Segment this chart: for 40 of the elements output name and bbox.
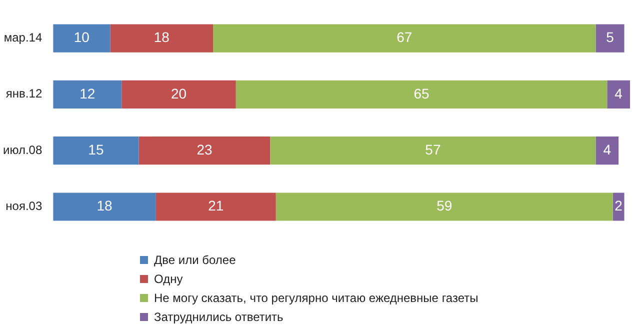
bar xyxy=(122,80,236,108)
y-tick-label: ноя.03 xyxy=(6,199,42,214)
data-label: 20 xyxy=(170,85,187,102)
data-label: 12 xyxy=(80,85,96,102)
y-tick-label: июл.08 xyxy=(3,142,42,157)
data-label: 57 xyxy=(425,141,441,158)
bar xyxy=(270,136,596,165)
data-label: 18 xyxy=(154,29,170,46)
data-label: 65 xyxy=(414,85,430,102)
data-label: 21 xyxy=(208,198,224,214)
y-tick-label: янв.12 xyxy=(6,86,42,101)
bar xyxy=(276,192,613,221)
legend-label: Две или более xyxy=(154,252,236,266)
legend-label: Одну xyxy=(154,272,183,286)
bar xyxy=(236,80,608,108)
bar xyxy=(53,24,110,52)
bar xyxy=(53,136,139,165)
bar xyxy=(596,24,624,52)
data-label: 18 xyxy=(96,198,113,214)
data-label: 67 xyxy=(396,29,412,46)
data-label: 59 xyxy=(436,198,452,214)
data-label: 23 xyxy=(196,141,212,158)
bar xyxy=(213,24,596,52)
data-label: 5 xyxy=(606,29,614,46)
data-label: 4 xyxy=(603,141,612,158)
legend-label: Не могу сказать, что регулярно читаю ежедневные газеты xyxy=(154,290,478,304)
bar xyxy=(607,80,630,108)
bar xyxy=(53,192,156,221)
bar xyxy=(156,192,276,221)
data-label: 10 xyxy=(74,29,90,46)
bar xyxy=(110,24,214,52)
bar xyxy=(53,80,122,108)
bar xyxy=(596,136,619,165)
data-label: 15 xyxy=(88,141,104,158)
data-label: 2 xyxy=(614,198,623,214)
data-label: 4 xyxy=(614,85,623,102)
bar xyxy=(612,192,624,221)
y-tick-label: мар.14 xyxy=(4,30,42,45)
bar xyxy=(138,136,270,165)
legend-label: Затруднились ответить xyxy=(154,310,284,324)
